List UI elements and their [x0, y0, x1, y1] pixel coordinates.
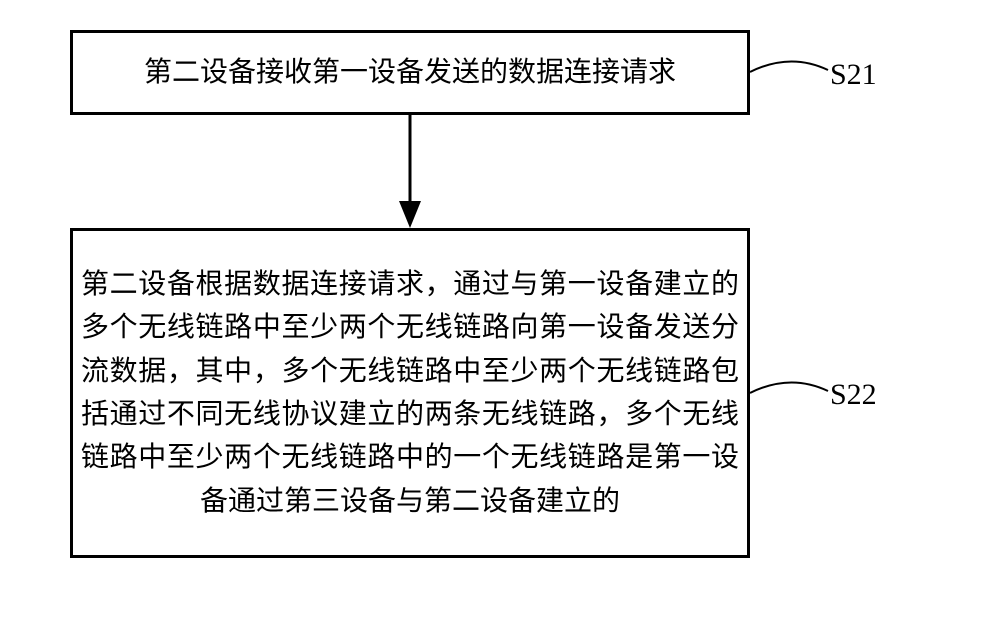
flow-label-s21: S21	[830, 58, 877, 92]
label-connector-s22	[750, 371, 830, 401]
flow-edge-s21-s22	[380, 115, 440, 229]
label-connector-s21	[750, 50, 830, 80]
flow-label-s22: S22	[830, 378, 877, 412]
flow-node-s21: 第二设备接收第一设备发送的数据连接请求	[70, 30, 750, 115]
flow-node-s22-text: 第二设备根据数据连接请求，通过与第一设备建立的多个无线链路中至少两个无线链路向第…	[73, 259, 747, 527]
flow-node-s21-text: 第二设备接收第一设备发送的数据连接请求	[73, 47, 747, 98]
flowchart-canvas: 第二设备接收第一设备发送的数据连接请求 第二设备根据数据连接请求，通过与第一设备…	[0, 0, 1000, 625]
flow-node-s22: 第二设备根据数据连接请求，通过与第一设备建立的多个无线链路中至少两个无线链路向第…	[70, 228, 750, 558]
